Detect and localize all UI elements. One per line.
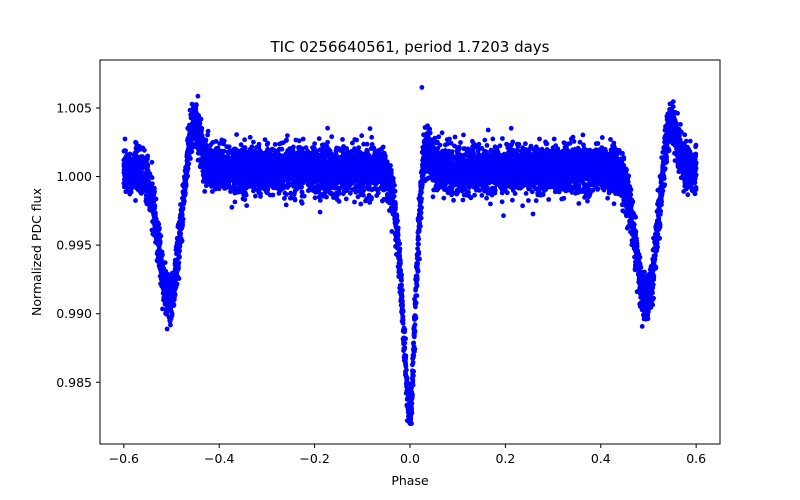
data-point xyxy=(611,201,617,207)
data-point xyxy=(380,144,386,150)
data-point xyxy=(416,241,421,247)
data-point xyxy=(317,209,323,215)
data-point xyxy=(421,132,426,138)
data-point xyxy=(343,196,349,202)
data-point xyxy=(168,322,173,328)
data-point xyxy=(410,362,415,368)
data-point xyxy=(361,188,366,194)
data-point xyxy=(358,201,364,207)
data-point xyxy=(149,159,155,165)
data-point xyxy=(454,187,460,193)
data-point xyxy=(687,138,693,144)
data-point xyxy=(299,199,304,204)
data-point xyxy=(634,289,640,295)
data-point xyxy=(164,326,170,332)
data-point xyxy=(357,189,363,195)
data-point xyxy=(520,203,525,209)
data-point xyxy=(291,144,296,150)
data-point xyxy=(437,142,443,148)
data-point xyxy=(682,132,688,138)
data-point xyxy=(485,127,491,133)
data-point xyxy=(285,133,290,139)
data-point xyxy=(441,195,447,201)
data-point xyxy=(251,139,256,145)
data-point xyxy=(510,197,515,203)
data-point xyxy=(479,193,485,198)
data-point xyxy=(582,195,587,200)
data-point xyxy=(452,134,458,140)
data-point xyxy=(639,324,645,329)
data-point xyxy=(238,142,244,148)
data-point xyxy=(523,141,528,147)
data-point xyxy=(353,187,358,193)
data-point xyxy=(461,132,466,138)
data-point xyxy=(262,137,268,143)
data-point xyxy=(367,126,373,131)
data-point xyxy=(232,199,238,205)
data-point xyxy=(436,134,442,140)
data-point xyxy=(202,189,208,194)
data-point xyxy=(347,190,353,196)
data-point xyxy=(340,137,345,142)
data-point xyxy=(292,197,298,203)
data-point xyxy=(329,134,335,140)
data-point xyxy=(444,137,450,143)
data-point xyxy=(229,204,235,210)
data-points xyxy=(121,85,699,426)
data-point xyxy=(500,136,505,141)
data-point xyxy=(445,141,450,147)
data-point xyxy=(133,198,138,203)
data-point xyxy=(460,197,466,203)
chart-title: TIC 0256640561, period 1.7203 days xyxy=(269,38,549,56)
data-point xyxy=(283,202,289,208)
data-point xyxy=(142,147,147,153)
data-point xyxy=(374,193,380,199)
data-point xyxy=(608,137,613,142)
data-point xyxy=(530,211,536,217)
data-point xyxy=(234,132,240,138)
data-point xyxy=(208,142,214,148)
data-point xyxy=(468,195,474,201)
data-point xyxy=(276,190,282,196)
data-point xyxy=(567,141,573,146)
data-point xyxy=(272,142,278,147)
data-point xyxy=(359,133,365,139)
data-point xyxy=(537,136,542,142)
data-point xyxy=(355,194,361,200)
data-point xyxy=(364,147,370,153)
data-point xyxy=(293,137,299,143)
data-point xyxy=(458,140,463,145)
data-point xyxy=(463,191,469,197)
data-point xyxy=(501,213,506,219)
data-point xyxy=(472,192,477,198)
data-point xyxy=(619,202,625,208)
data-point xyxy=(350,140,355,146)
data-point xyxy=(318,185,324,191)
data-point xyxy=(299,189,305,195)
